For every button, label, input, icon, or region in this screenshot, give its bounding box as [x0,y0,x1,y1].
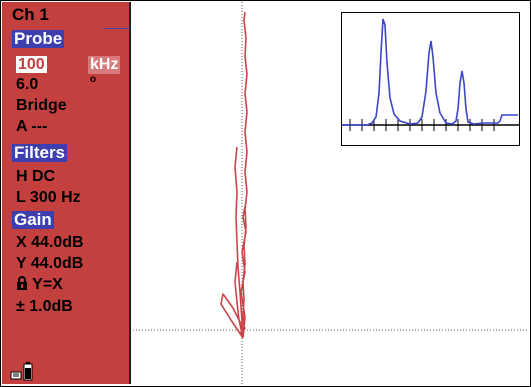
time-base-plot [342,18,519,131]
hold-icon [10,371,22,380]
frequency-value[interactable]: 100 [16,56,47,73]
channel-label[interactable]: Ch 1 [12,5,49,24]
battery-icon [10,362,33,381]
time-base-window [341,12,520,146]
probe-indicator: o [90,74,97,85]
inset-ticks [349,119,495,131]
gain-step[interactable]: ± 1.0dB [16,298,73,315]
probe-type[interactable]: Bridge [16,97,67,114]
signal-trace [220,11,248,339]
gain-lock-value: Y=X [32,276,63,293]
settings-panel: Ch 1 Probe 100 kHz 6.0 o Bridge A --- Fi… [2,2,131,384]
inset-trace [342,18,518,126]
gain-x[interactable]: X 44.0dB [16,234,84,251]
probe-setting[interactable]: 6.0 [16,76,39,93]
impedance-plane[interactable] [133,2,528,384]
high-pass-filter[interactable]: H DC [16,168,56,185]
scale-marker [104,28,130,29]
frequency-field[interactable]: 100 [16,56,47,74]
gain-y[interactable]: Y 44.0dB [16,255,84,272]
lock-icon [17,276,27,290]
probe-header[interactable]: Probe [12,29,65,48]
low-pass-filter[interactable]: L 300 Hz [16,189,81,206]
frequency-unit: kHz [88,56,121,74]
gain-header[interactable]: Gain [12,210,54,229]
filters-header[interactable]: Filters [12,143,68,162]
gain-lock-row[interactable]: Y=X [16,276,63,294]
probe-a-setting[interactable]: A --- [16,118,48,135]
